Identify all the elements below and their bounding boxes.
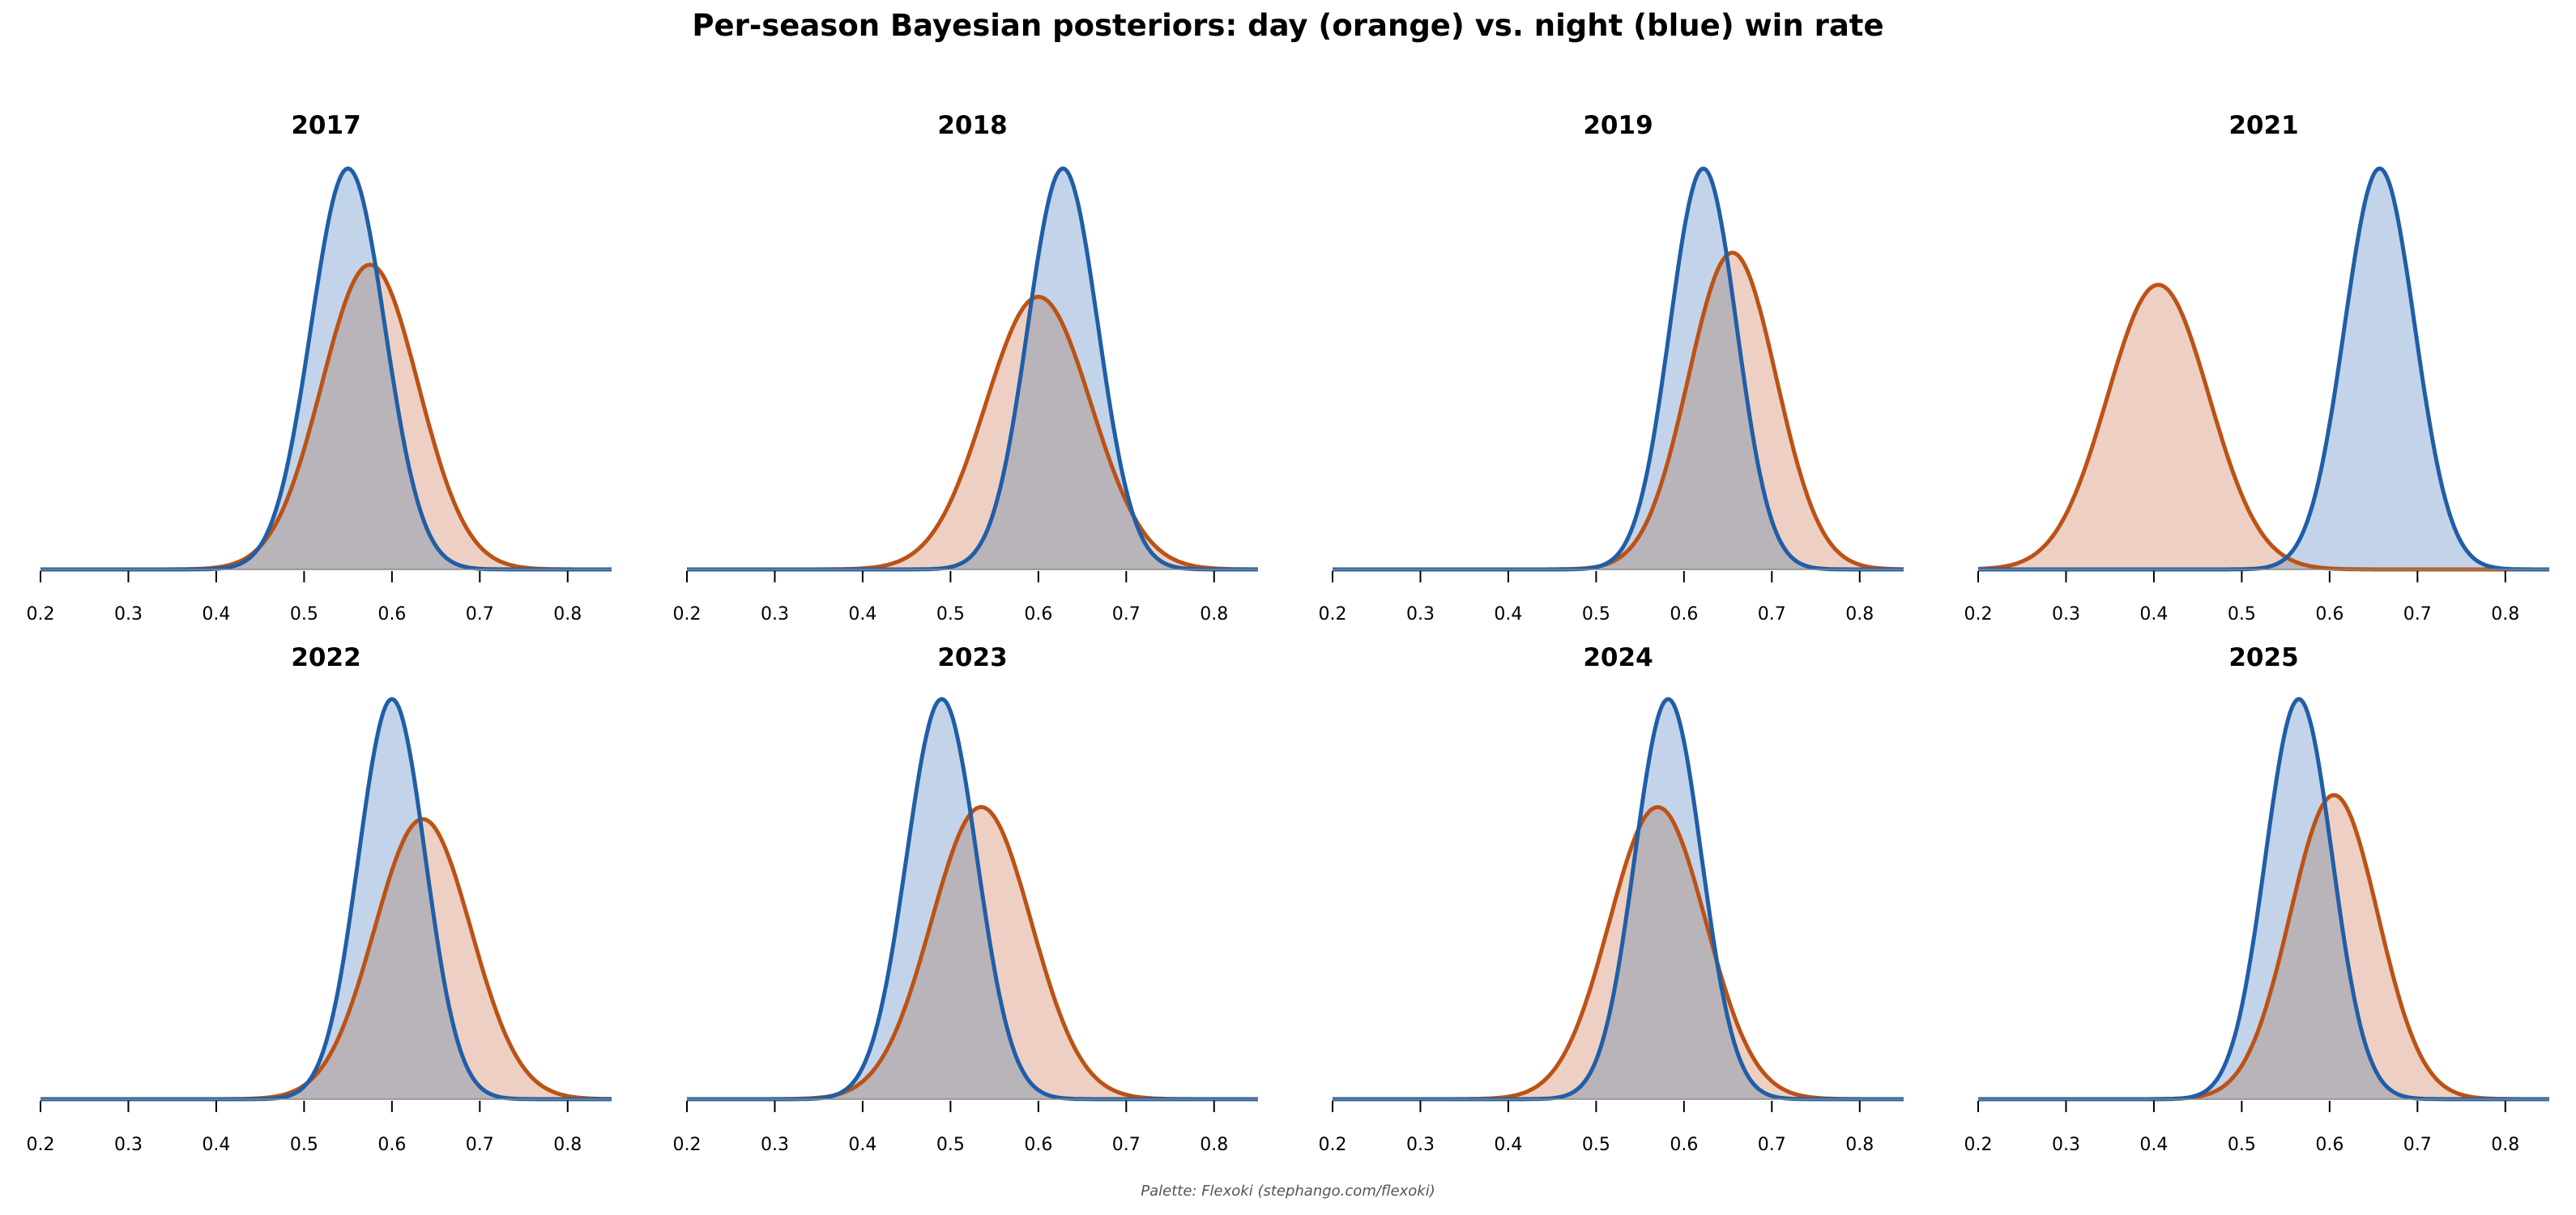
- x-tick-label: 0.3: [2052, 1135, 2080, 1155]
- x-tick-label: 0.6: [377, 604, 406, 625]
- night-posterior-line: [41, 697, 612, 1102]
- x-tick-label: 0.7: [2403, 604, 2432, 625]
- x-tick-label: 0.7: [1112, 604, 1141, 625]
- x-tick-label: 0.3: [1406, 1135, 1435, 1155]
- night-posterior-line: [1333, 166, 1904, 572]
- x-tick-label: 0.3: [1406, 604, 1435, 625]
- x-tick-label: 0.5: [2228, 604, 2256, 625]
- x-tick-label: 0.8: [553, 604, 582, 625]
- x-tick-label: 0.3: [114, 1135, 143, 1155]
- x-tick-label: 0.5: [936, 604, 965, 625]
- overlap-fill: [687, 807, 1258, 1099]
- night-posterior-fill: [687, 168, 1258, 569]
- x-tick-label: 0.2: [27, 604, 55, 625]
- x-tick-label: 0.4: [1494, 604, 1522, 625]
- x-tick-label: 0.8: [2491, 1135, 2519, 1155]
- x-tick-label: 0.6: [2315, 604, 2344, 625]
- x-tick-label: 0.3: [761, 604, 789, 625]
- x-tick-label: 0.4: [202, 604, 230, 625]
- x-tick-label: 0.3: [114, 604, 143, 625]
- palette-credit: Palette: Flexoki (stephango.com/flexoki): [1141, 1183, 1435, 1200]
- x-tick-label: 0.8: [553, 1135, 582, 1155]
- x-tick-label: 0.2: [27, 1135, 55, 1155]
- figure-title: Per-season Bayesian posteriors: day (ora…: [692, 8, 1884, 43]
- x-tick-label: 0.6: [1024, 604, 1052, 625]
- x-tick-label: 0.4: [848, 604, 876, 625]
- x-tick-label: 0.8: [1845, 1135, 1874, 1155]
- subplot-2025: 2025 0.2 0.3 0.4 0.5 0.6 0.7 0.8: [1964, 643, 2549, 1155]
- x-tick-label: 0.7: [466, 1135, 494, 1155]
- x-tick-label: 0.3: [2052, 604, 2080, 625]
- day-posterior-fill: [1978, 284, 2549, 569]
- subplot-2018: 2018 0.2 0.3 0.4 0.5 0.6 0.7 0.8: [673, 111, 1258, 625]
- x-tick-label: 0.5: [2228, 1135, 2256, 1155]
- x-tick-label: 0.5: [1582, 1135, 1610, 1155]
- subplot-2024: 2024 0.2 0.3 0.4 0.5 0.6 0.7 0.8: [1319, 643, 1904, 1155]
- day-posterior-fill: [687, 296, 1258, 569]
- x-tick-label: 0.7: [2403, 1135, 2432, 1155]
- subplot-2022: 2022 0.2 0.3 0.4 0.5 0.6 0.7 0.8: [27, 643, 612, 1155]
- day-posterior-fill: [1333, 807, 1904, 1099]
- subplot-2023: 2023 0.2 0.3 0.4 0.5 0.6 0.7 0.8: [673, 643, 1258, 1155]
- night-posterior-fill: [1978, 168, 2549, 569]
- x-tick-label: 0.6: [1024, 1135, 1052, 1155]
- overlap-fill: [41, 264, 612, 569]
- x-tick-label: 0.8: [1200, 604, 1228, 625]
- x-tick-label: 0.2: [1319, 1135, 1347, 1155]
- x-tick-label: 0.5: [290, 604, 318, 625]
- night-posterior-fill: [1333, 168, 1904, 569]
- x-tick-label: 0.4: [1494, 1135, 1522, 1155]
- x-tick-label: 0.8: [2491, 604, 2519, 625]
- subplot-title: 2019: [1583, 111, 1653, 140]
- day-posterior-fill: [41, 819, 612, 1099]
- subplot-title: 2017: [291, 111, 360, 140]
- x-tick-label: 0.6: [2315, 1135, 2344, 1155]
- x-tick-label: 0.6: [377, 1135, 406, 1155]
- overlap-fill: [687, 296, 1258, 569]
- x-tick-label: 0.2: [1319, 604, 1347, 625]
- subplot-title: 2024: [1583, 643, 1653, 672]
- x-tick-label: 0.4: [2139, 604, 2168, 625]
- x-tick-label: 0.8: [1200, 1135, 1228, 1155]
- x-tick-label: 0.7: [1758, 1135, 1786, 1155]
- subplot-title: 2018: [937, 111, 1007, 140]
- x-tick-label: 0.7: [1758, 604, 1786, 625]
- x-tick-label: 0.4: [202, 1135, 230, 1155]
- x-tick-label: 0.6: [1670, 604, 1698, 625]
- subplot-title: 2023: [937, 643, 1007, 672]
- x-tick-label: 0.7: [1112, 1135, 1141, 1155]
- x-tick-label: 0.4: [2139, 1135, 2168, 1155]
- x-tick-label: 0.3: [761, 1135, 789, 1155]
- x-tick-label: 0.6: [1670, 1135, 1698, 1155]
- x-tick-label: 0.5: [1582, 604, 1610, 625]
- night-posterior-line: [1978, 166, 2549, 572]
- subplot-2019: 2019 0.2 0.3 0.4 0.5 0.6 0.7 0.8: [1319, 111, 1904, 625]
- subplot-2021: 2021 0.2 0.3 0.4 0.5 0.6 0.7 0.8: [1964, 111, 2549, 625]
- x-tick-label: 0.2: [673, 1135, 702, 1155]
- night-posterior-fill: [1978, 699, 2549, 1099]
- day-posterior-line: [1333, 250, 1904, 572]
- subplot-title: 2022: [291, 643, 360, 672]
- x-tick-label: 0.5: [290, 1135, 318, 1155]
- x-tick-label: 0.7: [466, 604, 494, 625]
- x-tick-label: 0.2: [673, 604, 702, 625]
- subplot-2017: 2017 0.2 0.3 0.4 0.5 0.6 0.7 0.8: [27, 111, 612, 625]
- subplot-title: 2025: [2228, 643, 2298, 672]
- x-tick-label: 0.2: [1964, 1135, 1993, 1155]
- x-tick-label: 0.8: [1845, 604, 1874, 625]
- subplot-title: 2021: [2228, 111, 2298, 140]
- x-tick-label: 0.2: [1964, 604, 1993, 625]
- x-tick-label: 0.5: [936, 1135, 965, 1155]
- x-tick-label: 0.4: [848, 1135, 876, 1155]
